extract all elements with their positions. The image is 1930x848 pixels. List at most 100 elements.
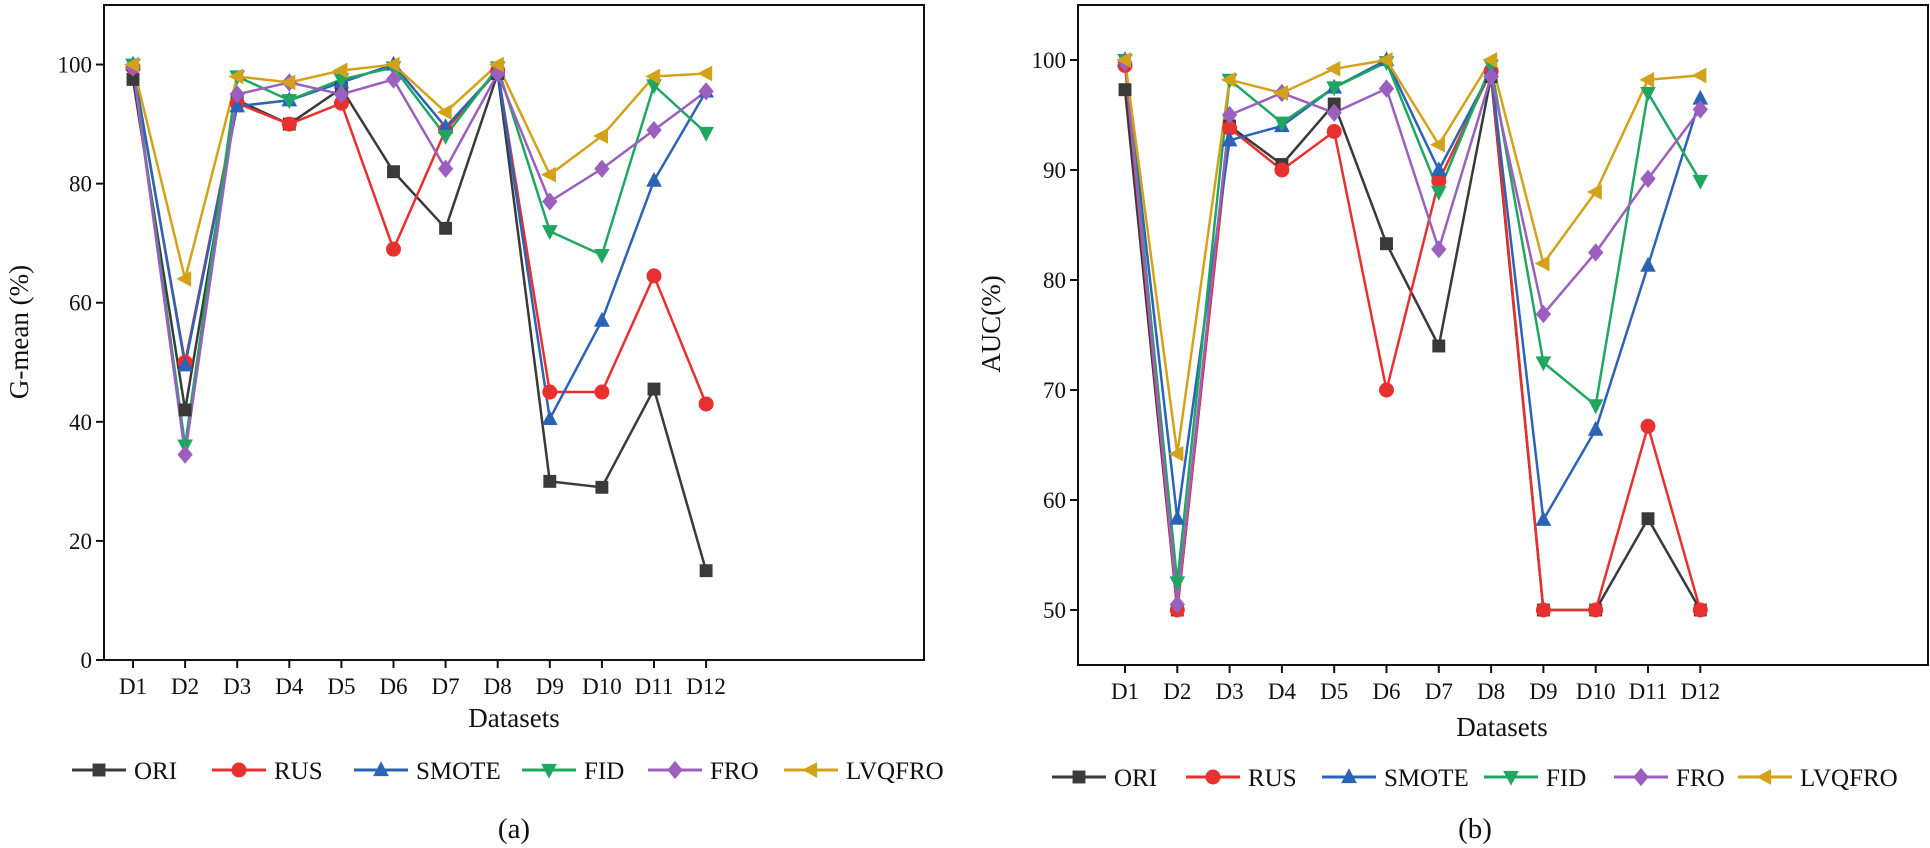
y-tick-label: 50 <box>1043 598 1066 623</box>
data-point-lvqfro <box>1325 60 1341 77</box>
data-point-fro <box>1169 595 1185 614</box>
series-line-ori <box>1123 75 1702 612</box>
x-tick-label-d8: D8 <box>484 674 512 699</box>
x-tick-label-d12: D12 <box>1680 679 1720 704</box>
data-point-fro <box>1378 79 1395 98</box>
y-tick-label: 80 <box>69 172 92 197</box>
x-tick-label-d2: D2 <box>1163 679 1191 704</box>
series-line-fid <box>131 64 707 447</box>
data-point-ori <box>699 564 713 578</box>
legend-item-lvqfro: LVQFRO <box>1738 765 1898 792</box>
data-point-fid <box>1640 86 1656 102</box>
data-point-smote <box>541 410 558 425</box>
legend-marker-shape-rus <box>1205 769 1221 785</box>
data-point-rus <box>594 384 610 400</box>
data-point-fid <box>594 248 610 264</box>
y-tick-label: 60 <box>1043 488 1066 513</box>
y-tick-label: 70 <box>1043 378 1066 403</box>
data-point-lvqfro <box>332 62 348 79</box>
data-point-ori <box>1118 83 1132 97</box>
legend-label-lvqfro: LVQFRO <box>1800 765 1898 792</box>
x-tick-label-d3: D3 <box>1216 679 1244 704</box>
data-point-lvqfro <box>436 104 452 121</box>
data-point-lvqfro <box>384 56 400 73</box>
data-point-lvqfro <box>1534 255 1550 272</box>
data-point-rus <box>698 396 714 412</box>
data-point-fid <box>437 129 454 145</box>
y-axis-label: AUC(%) <box>976 275 1006 372</box>
legend-marker-fid <box>541 763 557 779</box>
legend-label-fid: FID <box>1546 765 1586 792</box>
panel-a: 0 20 40 60 80 100 D1 D2 D3 D4 D5 D6 D7 D8 D9 D10 D11 D12… <box>4 4 944 845</box>
x-tick-label-d12: D12 <box>686 674 726 699</box>
x-tick-label-d4: D4 <box>1268 679 1297 704</box>
data-point-lvqfro <box>1482 52 1498 68</box>
legend-marker-shape-smote <box>373 761 389 777</box>
data-point-smote <box>1169 509 1186 525</box>
data-point-fid <box>1169 576 1186 592</box>
data-point-rus <box>1588 602 1604 618</box>
data-point-smote <box>229 97 246 113</box>
data-point-smote <box>1640 256 1656 272</box>
data-point-fro <box>1326 103 1342 122</box>
plot-frame <box>103 4 925 661</box>
data-point-fro <box>594 159 610 178</box>
x-tick-label-d6: D6 <box>1372 679 1400 704</box>
y-tick-label: 80 <box>1043 268 1066 293</box>
data-point-fro <box>385 70 402 89</box>
x-axis: D1 D2 D3 D4 D5 D6 D7 D8 D9 D10 D11 D12 <box>119 660 726 699</box>
data-point-fid <box>1535 356 1552 372</box>
legend-marker-rus <box>1205 769 1221 785</box>
data-point-fro <box>698 82 714 101</box>
data-point-smote <box>1430 161 1447 177</box>
x-tick-label-d3: D3 <box>223 674 251 699</box>
data-point-smote <box>646 171 662 187</box>
x-tick-label-d9: D9 <box>536 674 564 699</box>
data-point-lvqfro <box>1273 85 1288 101</box>
x-axis-label: Datasets <box>468 703 559 733</box>
data-point-fid <box>541 225 558 241</box>
legend-item-fid: FID <box>522 758 624 785</box>
legend-label-fro: FRO <box>1676 765 1725 792</box>
legend-marker-shape-lvqfro <box>1756 769 1772 785</box>
series-points-lvqfro <box>1116 52 1707 462</box>
data-point-lvqfro <box>1116 52 1132 68</box>
legend-marker-fro <box>1633 767 1649 787</box>
legend-label-ori: ORI <box>1114 765 1157 792</box>
legend-marker-smote <box>373 761 389 777</box>
legend-marker-shape-lvqfro <box>802 762 818 778</box>
data-point-lvqfro <box>1377 52 1393 68</box>
data-point-lvqfro <box>1430 136 1445 153</box>
legend-label-rus: RUS <box>1248 765 1297 792</box>
data-point-smote <box>177 356 193 372</box>
legend-marker-shape-fid <box>541 763 557 779</box>
series-points-ori <box>126 67 713 578</box>
data-point-ori <box>647 382 661 396</box>
x-tick-label-d1: D1 <box>119 674 147 699</box>
x-tick-label-d7: D7 <box>432 674 460 699</box>
data-point-lvqfro <box>697 65 713 82</box>
data-point-rus <box>386 241 401 257</box>
legend-item-ori: ORI <box>1052 765 1157 792</box>
data-point-rus <box>1692 602 1708 618</box>
legend-marker-shape-ori <box>1072 770 1086 784</box>
series-layer <box>124 55 714 578</box>
legend-item-fid: FID <box>1484 765 1586 792</box>
legend-label-smote: SMOTE <box>1384 765 1469 792</box>
data-point-ori <box>595 480 609 494</box>
legend-marker-ori <box>1072 770 1086 784</box>
y-tick-label: 100 <box>58 53 93 78</box>
y-axis-label: G-mean (%) <box>4 265 34 399</box>
data-point-rus <box>1535 602 1551 618</box>
data-point-fro <box>1535 304 1552 324</box>
legend: ORI RUS SMOTE FID FRO <box>1052 765 1898 792</box>
data-point-ori <box>1641 512 1655 526</box>
legend-marker-fid <box>1503 770 1519 786</box>
data-point-lvqfro <box>124 56 140 73</box>
data-point-rus <box>1640 418 1656 434</box>
legend-marker-lvqfro <box>802 762 818 778</box>
x-tick-label-d8: D8 <box>1477 679 1505 704</box>
y-tick-label: 90 <box>1043 158 1066 183</box>
data-point-fro <box>177 445 193 464</box>
